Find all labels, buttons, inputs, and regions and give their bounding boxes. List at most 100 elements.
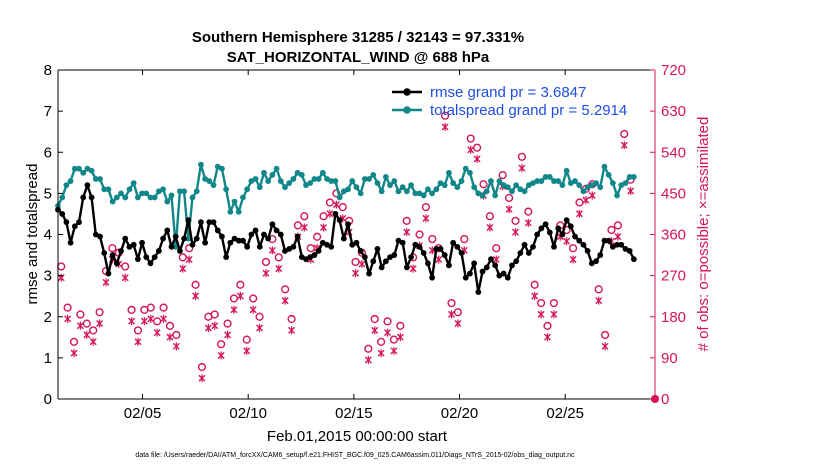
y2-tick-label: 180 (661, 309, 686, 326)
totalspread-point (572, 178, 578, 184)
totalspread-point (349, 178, 356, 184)
rmse-point (546, 229, 553, 236)
rmse-point (172, 233, 179, 240)
totalspread-point (139, 190, 145, 197)
obs-possible-point (613, 221, 622, 230)
obs-assimilated-point (275, 264, 283, 273)
obs-assimilated-point (531, 292, 539, 301)
rmse-point (567, 223, 574, 230)
y2-tick-label: 720 (661, 62, 686, 79)
rmse-point (176, 248, 183, 254)
rmse-point (206, 219, 213, 226)
y2-tick-label: 90 (661, 350, 678, 367)
totalspread-point (256, 184, 263, 191)
obs-possible-point (69, 337, 79, 346)
totalspread-point (378, 188, 385, 195)
obs-assimilated-point (537, 310, 545, 319)
rmse-point (471, 260, 478, 267)
obs-assimilated-point (473, 154, 481, 163)
obs-possible-point (402, 216, 411, 225)
y-tick-label: 5 (44, 185, 52, 202)
obs-possible-point (543, 321, 552, 330)
rmse-point (475, 289, 482, 295)
rmse-point (576, 237, 583, 244)
rmse-point (105, 270, 112, 277)
totalspread-point (219, 165, 225, 172)
totalspread-point (387, 182, 393, 189)
totalspread-point (614, 192, 620, 199)
rmse-point (311, 252, 318, 258)
obs-possible-point (421, 202, 431, 212)
totalspread-point (630, 174, 637, 180)
obs-assimilated-point (569, 255, 577, 264)
totalspread-point (244, 186, 251, 193)
totalspread-point (626, 174, 633, 180)
rmse-point (605, 237, 612, 244)
totalspread-point (63, 182, 70, 189)
totalspread-point (311, 176, 318, 182)
obs-possible-point (428, 234, 437, 244)
rmse-point (479, 268, 486, 275)
y-tick-label: 7 (44, 103, 52, 120)
rmse-series (55, 182, 637, 295)
obs-assimilated-point (179, 264, 187, 273)
rmse-point (513, 258, 520, 265)
rmse-point (357, 248, 364, 254)
rmse-point (198, 219, 204, 226)
rmse-point (294, 233, 301, 240)
totalspread-point (92, 176, 99, 182)
obs-assimilated-point (441, 122, 449, 131)
rmse-point (244, 243, 251, 250)
rmse-point (492, 262, 499, 269)
y2-axis-ticks: 0 90 180 270 360 450 540 630 720 (650, 62, 686, 408)
rmse-point (59, 211, 66, 217)
totalspread-point (240, 194, 246, 201)
y-axis-label: rmse and totalspread (24, 164, 41, 305)
obs-possible-point (466, 134, 475, 143)
rmse-point (425, 260, 431, 267)
rmse-point (273, 227, 280, 234)
rmse-point (429, 274, 436, 281)
totalspread-point (408, 182, 414, 189)
obs-possible-point (511, 216, 520, 225)
obs-possible-point (517, 152, 526, 161)
rmse-point (235, 237, 242, 244)
rmse-point (122, 235, 129, 242)
obs-possible-point (287, 314, 296, 324)
obs-possible-point (568, 244, 578, 253)
obs-assimilated-point (364, 356, 372, 365)
totalspread-point (483, 188, 490, 195)
obs-possible-point (479, 180, 488, 189)
rmse-point (626, 248, 633, 254)
totalspread-point (143, 190, 150, 197)
totalspread-point (265, 178, 272, 184)
rmse-point (202, 239, 209, 246)
obs-assimilated-point (211, 321, 219, 330)
rmse-point (84, 182, 91, 189)
totalspread-point (168, 192, 175, 199)
y2-axis-label: # of obs: o=possible; ×=assimilated (695, 117, 712, 352)
obs-possible-point (415, 230, 424, 239)
obs-possible-point (127, 305, 136, 314)
y2-tick-label: 450 (661, 185, 686, 202)
rmse-point (374, 245, 381, 252)
obs-assimilated-point (588, 191, 596, 200)
obs-assimilated-point (524, 218, 532, 227)
obs-assimilated-point (332, 200, 340, 209)
totalspread-point (521, 188, 528, 195)
obs-possible-point (620, 129, 629, 139)
totalspread-point (88, 167, 95, 174)
totalspread-point (374, 180, 381, 186)
totalspread-point (534, 178, 541, 184)
totalspread-point (454, 184, 461, 191)
obs-assimilated-point (454, 319, 462, 328)
rmse-point (219, 233, 225, 240)
rmse-point (458, 250, 465, 256)
totalspread-point (479, 192, 486, 199)
obs-possible-point (197, 362, 207, 372)
rmse-point (559, 231, 566, 238)
obs-possible-point (377, 337, 386, 346)
totalspread-point (345, 186, 351, 193)
rmse-point (181, 235, 188, 242)
totalspread-point (429, 190, 436, 197)
